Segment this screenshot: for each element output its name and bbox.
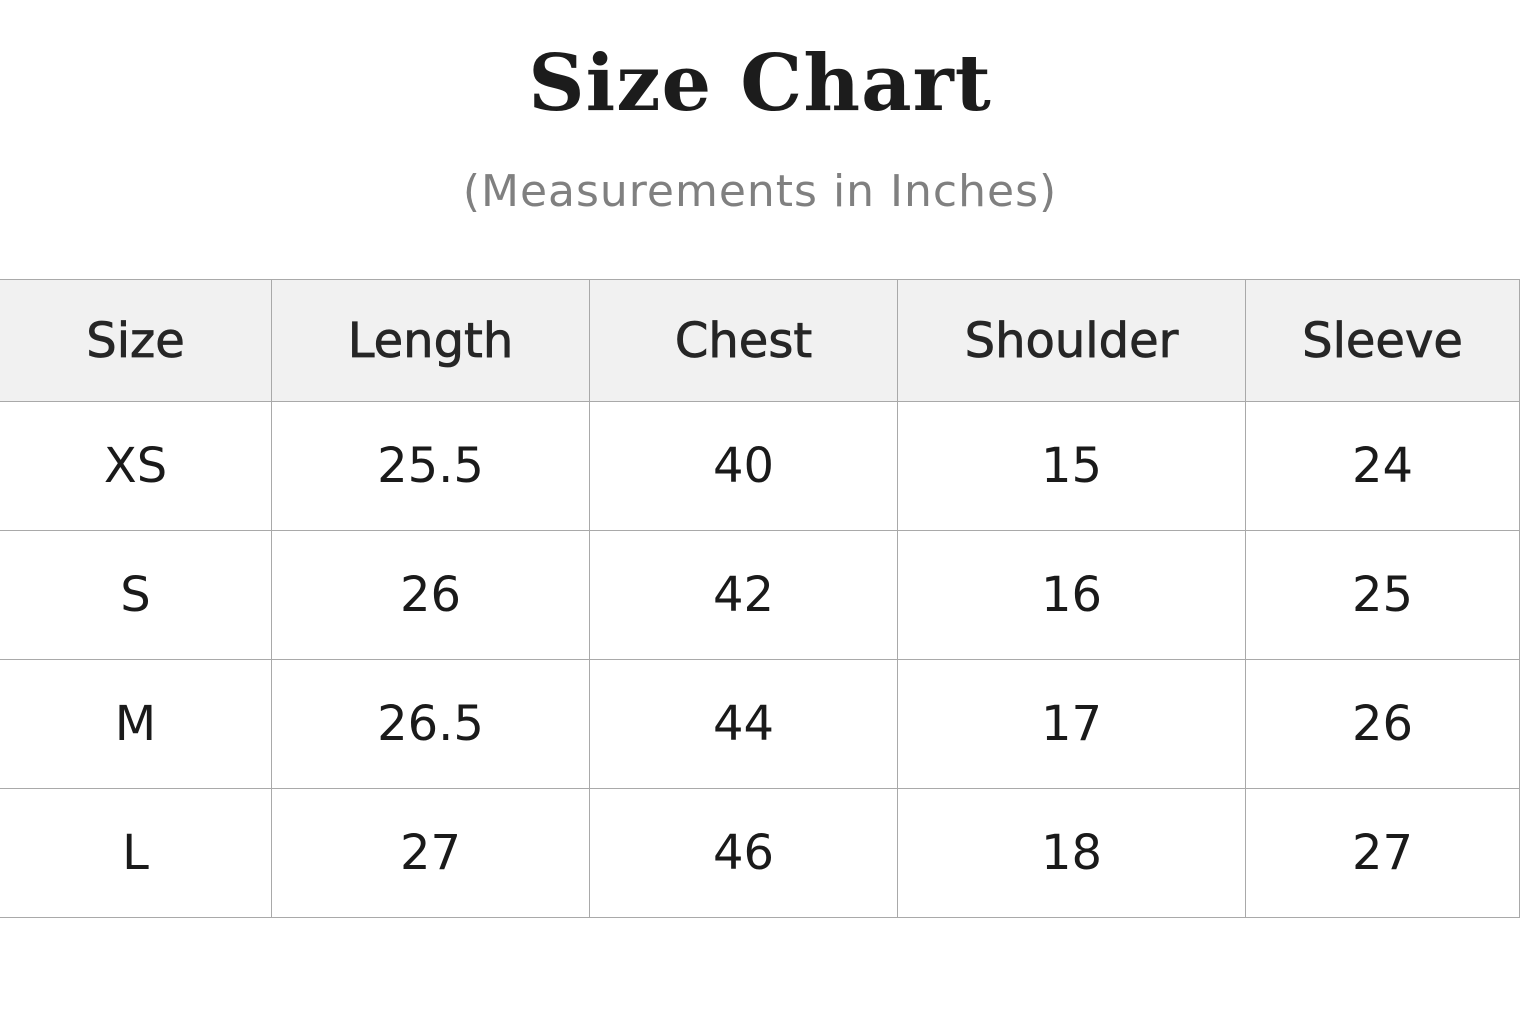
table-cell: 26 [271,530,590,660]
table-cell: 46 [589,788,898,918]
page-subtitle: (Measurements in Inches) [462,166,1058,217]
table-cell: 42 [589,530,898,660]
page-title: Size Chart [528,38,992,129]
table-cell: 25.5 [271,401,590,531]
header-chest: Chest [589,279,898,402]
size-table: Size Length Chest Shoulder Sleeve XS 25.5… [0,279,1520,918]
table-cell: 27 [271,788,590,918]
table-cell: 17 [897,659,1246,789]
table-cell: L [0,788,272,918]
table-cell: M [0,659,272,789]
table-cell: 16 [897,530,1246,660]
header-sleeve: Sleeve [1245,279,1520,402]
table-row: L 27 46 18 27 [0,788,1520,918]
table-cell: 24 [1245,401,1520,531]
header-row: Size Length Chest Shoulder Sleeve [0,279,1520,402]
table-cell: 26 [1245,659,1520,789]
table-row: XS 25.5 40 15 24 [0,401,1520,531]
table-cell: 15 [897,401,1246,531]
table-cell: XS [0,401,272,531]
table-cell: 18 [897,788,1246,918]
table-cell: S [0,530,272,660]
header-size: Size [0,279,272,402]
header-shoulder: Shoulder [897,279,1246,402]
table-row: M 26.5 44 17 26 [0,659,1520,789]
header-length: Length [271,279,590,402]
table-cell: 44 [589,659,898,789]
table-cell: 25 [1245,530,1520,660]
table-cell: 26.5 [271,659,590,789]
table-row: S 26 42 16 25 [0,530,1520,660]
table-cell: 27 [1245,788,1520,918]
table-cell: 40 [589,401,898,531]
